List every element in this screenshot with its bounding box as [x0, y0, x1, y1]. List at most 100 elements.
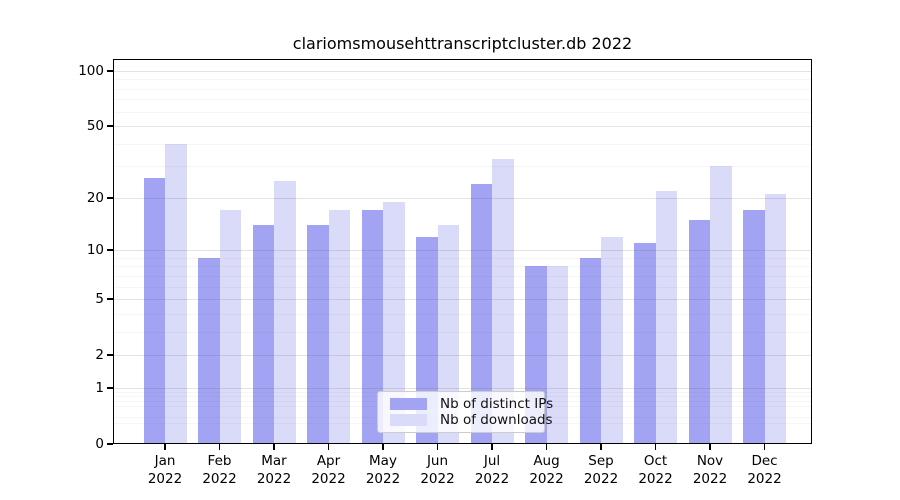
gridline-minor — [113, 79, 812, 81]
bar-downloads — [492, 158, 514, 444]
month-label: Jun — [426, 453, 449, 469]
gridline-major — [113, 197, 812, 199]
month-label: Feb — [207, 453, 232, 469]
year-label: 2022 — [202, 471, 237, 487]
y-tick-mark — [107, 354, 113, 356]
y-axis-tick-label: 5 — [95, 291, 104, 308]
gridline-minor — [113, 313, 812, 315]
x-axis-tick-label: Feb 2022 — [180, 452, 260, 488]
year-label: 2022 — [474, 471, 510, 487]
bar-distinct-ips — [361, 210, 383, 444]
year-label: 2022 — [529, 471, 564, 487]
x-axis-tick-label: Jan 2022 — [125, 452, 205, 488]
y-tick-mark — [107, 298, 113, 300]
x-axis-tick-label: May 2022 — [343, 452, 423, 488]
legend-swatch-downloads-icon — [390, 414, 427, 426]
bar-distinct-ips — [634, 243, 656, 444]
y-tick-mark — [107, 70, 113, 72]
gridline-minor — [113, 331, 812, 333]
x-tick-mark — [600, 444, 602, 450]
bar-distinct-ips — [198, 257, 220, 444]
legend-item-downloads: Nb of downloads — [386, 412, 553, 428]
gridline-minor — [113, 111, 812, 113]
bar-distinct-ips — [307, 225, 329, 444]
y-axis-tick-label: 1 — [95, 379, 104, 396]
x-tick-mark — [327, 444, 330, 450]
legend-item-distinct-ips: Nb of distinct IPs — [386, 396, 553, 412]
bar-downloads — [655, 190, 677, 444]
x-axis-tick-label: Oct 2022 — [616, 452, 696, 488]
gridline-minor — [113, 286, 812, 288]
gridline-minor — [113, 275, 812, 277]
y-tick-mark — [107, 125, 113, 127]
x-axis-tick-label: Dec 2022 — [725, 452, 805, 488]
gridline-minor — [113, 143, 812, 145]
year-label: 2022 — [583, 471, 619, 487]
chart-title: clariomsmousehttranscriptcluster.db 2022 — [292, 34, 633, 53]
bar-distinct-ips — [743, 210, 765, 444]
month-label: May — [369, 453, 397, 469]
x-tick-mark — [709, 444, 711, 450]
legend-swatch-distinct-ips-icon — [390, 398, 427, 410]
bar-downloads — [165, 143, 187, 444]
x-axis-tick-label: Apr 2022 — [289, 452, 369, 488]
gridline-minor — [113, 88, 812, 90]
month-label: Nov — [696, 453, 724, 469]
year-label: 2022 — [147, 471, 183, 487]
x-axis-tick-label: Sep 2022 — [561, 452, 641, 488]
bar-downloads — [274, 180, 296, 444]
year-label: 2022 — [420, 471, 455, 487]
year-label: 2022 — [638, 471, 673, 487]
y-tick-mark — [107, 197, 113, 199]
year-label: 2022 — [311, 471, 346, 487]
bar-distinct-ips — [579, 257, 601, 444]
legend-label-distinct-ips: Nb of distinct IPs — [440, 396, 554, 412]
gridline-major — [113, 70, 812, 72]
x-axis-tick-label: Aug 2022 — [507, 452, 587, 488]
legend: Nb of distinct IPs Nb of downloads — [377, 391, 553, 433]
year-label: 2022 — [365, 471, 401, 487]
y-axis-tick-label: 10 — [86, 242, 104, 259]
gridline-major — [113, 126, 812, 128]
x-axis-tick-label: Nov 2022 — [670, 452, 750, 488]
y-axis-tick-label: 2 — [95, 347, 104, 364]
year-label: 2022 — [747, 471, 782, 487]
month-label: Jan — [154, 453, 176, 469]
bar-downloads — [710, 166, 732, 444]
month-label: Sep — [588, 453, 614, 469]
year-label: 2022 — [256, 471, 292, 487]
gridline-minor — [113, 166, 812, 168]
bar-downloads — [546, 266, 568, 444]
y-tick-mark — [107, 387, 113, 389]
gridline-minor — [113, 99, 812, 101]
gridline-major — [113, 250, 812, 252]
bar-distinct-ips — [143, 177, 165, 444]
year-label: 2022 — [692, 471, 728, 487]
y-axis-tick-label: 20 — [86, 189, 104, 206]
bar-downloads — [219, 210, 241, 444]
x-tick-mark — [273, 444, 275, 450]
bar-downloads — [601, 236, 623, 444]
legend-label-downloads: Nb of downloads — [440, 412, 553, 428]
x-tick-mark — [382, 444, 384, 450]
bar-distinct-ips — [688, 219, 710, 444]
month-label: Jul — [483, 453, 501, 469]
y-axis-tick-label: 50 — [86, 118, 104, 135]
bar-downloads — [383, 201, 405, 444]
bar-distinct-ips — [252, 225, 274, 444]
gridline-minor — [113, 257, 812, 259]
y-axis-tick-label: 0 — [95, 436, 104, 452]
month-label: Aug — [533, 453, 560, 469]
bar-downloads — [437, 225, 459, 444]
y-tick-mark — [107, 249, 113, 251]
gridline-major — [113, 355, 812, 357]
x-axis-tick-label: Jul 2022 — [452, 452, 532, 488]
x-tick-mark — [545, 444, 548, 450]
plot-area — [113, 59, 812, 444]
bar-downloads — [764, 194, 786, 444]
gridline-major — [113, 387, 812, 389]
x-tick-mark — [164, 444, 166, 450]
bar-downloads — [328, 210, 350, 444]
x-axis-tick-label: Mar 2022 — [234, 452, 314, 488]
